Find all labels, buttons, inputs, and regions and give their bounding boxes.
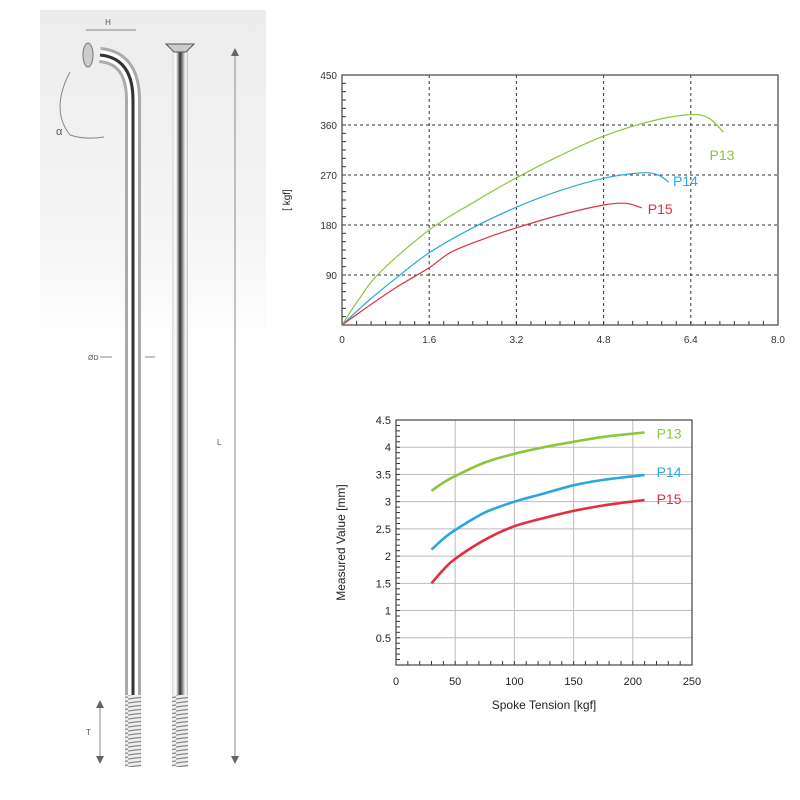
series-label-p14: P14 xyxy=(673,173,698,189)
plot-frame xyxy=(341,74,779,326)
y-tick-label: 2 xyxy=(385,551,391,563)
y-tick-label: 1 xyxy=(385,606,391,618)
dimension-lines xyxy=(59,29,239,764)
y-tick-label: 270 xyxy=(320,171,337,182)
series-label-p14: P14 xyxy=(657,464,682,480)
x-tick-label: 4.8 xyxy=(597,335,611,346)
series-label-p13: P13 xyxy=(657,426,682,442)
x-tick-label: 3.2 xyxy=(509,335,523,346)
y-tick-label: 0.5 xyxy=(376,633,391,645)
x-tick-label: 1.6 xyxy=(422,335,436,346)
series-line-p15 xyxy=(341,202,642,326)
diameter-label: ØD xyxy=(88,355,99,362)
y-tick-label: 4.5 xyxy=(376,415,391,427)
y-tick-label: 1.5 xyxy=(376,578,391,590)
y-tick-label: 2.5 xyxy=(376,524,391,536)
x-axis-label: Spoke Tension [kgf] xyxy=(492,698,597,712)
series-line-p13 xyxy=(430,431,645,492)
y-tick-label: 450 xyxy=(320,71,337,82)
x-tick-label: 8.0 xyxy=(771,335,785,346)
x-tick-label: 100 xyxy=(505,676,523,688)
angle-label: α xyxy=(56,126,63,138)
x-tick-label: 200 xyxy=(624,676,642,688)
y-axis-label: Measured Value [mm] xyxy=(334,484,348,601)
x-tick-label: 150 xyxy=(564,676,582,688)
length-label: L xyxy=(217,438,222,447)
x-tick-label: 6.4 xyxy=(684,335,698,346)
y-tick-label: 3.5 xyxy=(376,469,391,481)
x-tick-label: 0 xyxy=(393,676,399,688)
spoke-diagram-background xyxy=(40,10,266,350)
y-tick-label: 90 xyxy=(326,271,338,282)
straight-spoke xyxy=(164,43,196,767)
series-label-p15: P15 xyxy=(648,201,673,217)
series-label-p15: P15 xyxy=(657,491,682,507)
series-line-p14 xyxy=(341,172,670,326)
y-tick-label: 180 xyxy=(320,221,337,232)
series-label-p13: P13 xyxy=(710,147,735,163)
x-tick-label: 50 xyxy=(449,676,461,688)
head-width-label: H xyxy=(105,18,111,27)
y-axis-label: [ kgf] xyxy=(282,189,293,211)
thread-label: T xyxy=(86,728,91,737)
series-line-p14 xyxy=(430,473,645,551)
y-tick-label: 4 xyxy=(385,442,391,454)
j-bend-spoke xyxy=(82,42,141,767)
y-tick-label: 3 xyxy=(385,497,391,509)
series-line-p13 xyxy=(341,113,724,326)
x-tick-label: 250 xyxy=(683,676,701,688)
plot-frame xyxy=(395,419,693,666)
series-line-p15 xyxy=(430,498,645,585)
y-tick-label: 360 xyxy=(320,121,337,132)
x-tick-label: 0 xyxy=(339,335,345,346)
